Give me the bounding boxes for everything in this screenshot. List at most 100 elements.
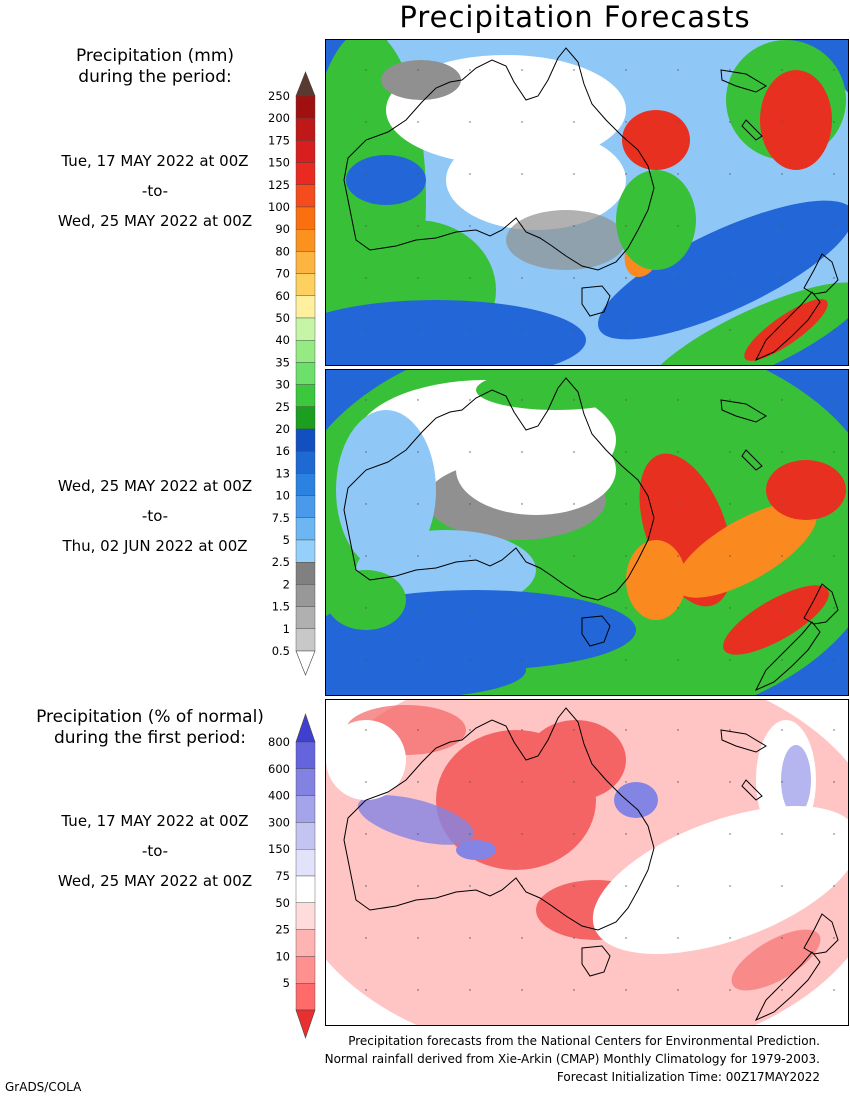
mm-colorbar-bottom-arrow — [295, 650, 316, 676]
map-week1-field-patch — [381, 60, 461, 100]
map-pct-field-patch — [526, 720, 626, 800]
map-week1-grid-dot — [677, 225, 679, 227]
mm-colorbar-tick-label: 35 — [275, 355, 290, 369]
mm-colorbar-tick-label: 175 — [268, 133, 290, 147]
map-week1-grid-dot — [417, 329, 419, 331]
map-week1-grid-dot — [469, 329, 471, 331]
map-panel-mm-week2 — [325, 369, 849, 696]
map-week2-grid-dot — [521, 399, 523, 401]
map-pct-grid-dot — [833, 781, 835, 783]
map-pct-grid-dot — [365, 729, 367, 731]
pct-colorbar-svg: 800 600 400 300 150 75 50 25 10 5 — [268, 713, 316, 1039]
pct-colorbar-tick-label: 800 — [268, 735, 290, 749]
mm-colorbar-tick-label: 80 — [275, 244, 290, 258]
mm-colorbar-tick-label: 13 — [275, 466, 290, 480]
period3-dates: Tue, 17 MAY 2022 at 00Z -to- Wed, 25 MAY… — [20, 806, 290, 896]
mm-colorbar-swatch — [295, 451, 316, 474]
period3-sep: -to- — [141, 842, 169, 860]
period1-end: Wed, 25 MAY 2022 at 00Z — [57, 212, 253, 230]
map-pct-grid-dot — [469, 989, 471, 991]
mm-colorbar-tick-label: 125 — [268, 178, 290, 192]
mm-colorbar: 250 200 175 150 125 100 90 80 70 60 50 40 35 30 25 20 16… — [255, 71, 325, 676]
map-week1-grid-dot — [729, 225, 731, 227]
map-pct-grid-dot — [833, 833, 835, 835]
map-week1-grid-dot — [781, 121, 783, 123]
map-pct-grid-dot — [625, 729, 627, 731]
map-pct-grid-dot — [625, 833, 627, 835]
map-week2-grid-dot — [365, 503, 367, 505]
period2-end: Thu, 02 JUN 2022 at 00Z — [62, 537, 248, 555]
period3-end: Wed, 25 MAY 2022 at 00Z — [57, 872, 253, 890]
map-week2-grid-dot — [781, 607, 783, 609]
map-week1-field-patch — [760, 70, 832, 170]
map-pct-grid-dot — [417, 781, 419, 783]
mm-colorbar-tick-label: 20 — [275, 422, 290, 436]
map-week1-field-patch — [744, 299, 828, 361]
mm-colorbar-svg: 2502001751501251009080706050403530252016… — [268, 71, 316, 676]
mm-colorbar-tick-label: 5 — [283, 533, 290, 547]
map-week2-field-patch — [626, 540, 686, 620]
map-pct-grid-dot — [573, 729, 575, 731]
pct-colorbar-swatch — [295, 822, 316, 850]
mm-colorbar-swatch — [295, 317, 316, 341]
mm-header-line1: Precipitation (mm) — [75, 46, 235, 66]
map-week1-grid-dot — [521, 121, 523, 123]
map-pct-grid-dot — [573, 833, 575, 835]
software-credit: GrADS/COLA — [5, 1080, 82, 1094]
map-pct-grid-dot — [469, 885, 471, 887]
map-week2-grid-dot — [365, 555, 367, 557]
map-week1-grid-dot — [365, 69, 367, 71]
mm-colorbar-swatch — [295, 473, 316, 496]
period3-start: Tue, 17 MAY 2022 at 00Z — [61, 812, 249, 830]
map-pct-grid-dot — [365, 989, 367, 991]
map-week2-grid-dot — [781, 399, 783, 401]
mm-colorbar-swatch — [295, 517, 316, 541]
pct-header-line1: Precipitation (% of normal) — [36, 707, 264, 727]
map-week1-grid-dot — [833, 173, 835, 175]
map-pct-coastline — [754, 913, 839, 1022]
map-week2-coastline — [343, 377, 655, 601]
map-week1-grid-dot — [521, 277, 523, 279]
mm-colorbar-swatch — [295, 606, 316, 629]
pct-colorbar-tick-label: 400 — [268, 789, 290, 803]
map-week1-coastline — [754, 253, 839, 362]
map-pct-grid-dot — [781, 729, 783, 731]
pct-colorbar-tick-label: 50 — [275, 896, 290, 910]
map-week1-grid-dot — [677, 329, 679, 331]
map-week2-grid-dot — [469, 659, 471, 661]
map-pct-field-patch — [456, 840, 496, 860]
mm-colorbar-tick-label: 1.5 — [272, 600, 290, 614]
map-week1-coastline — [581, 285, 611, 317]
map-pct-grid-dot — [573, 989, 575, 991]
map-pct-grid-dot — [469, 833, 471, 835]
map-week2-grid-dot — [469, 399, 471, 401]
map-week2-grid-dot — [833, 399, 835, 401]
map-week1-grid-dot — [625, 69, 627, 71]
map-week1-field-patch — [506, 210, 626, 270]
map-pct-grid-dot — [729, 989, 731, 991]
map-week1-grid-dot — [833, 225, 835, 227]
map-pct-grid-dot — [781, 937, 783, 939]
map-pct-grid-dot — [781, 781, 783, 783]
map-pct-field-patch — [357, 795, 475, 845]
map-pct-grid-dot — [365, 781, 367, 783]
map-week1-field-patch — [326, 300, 586, 365]
mm-colorbar-swatch — [295, 406, 316, 430]
mm-colorbar-tick-label: 150 — [268, 156, 290, 170]
map-week2-grid-dot — [417, 659, 419, 661]
period2-start: Wed, 25 MAY 2022 at 00Z — [57, 477, 253, 495]
map-week1-grid-dot — [729, 329, 731, 331]
pct-colorbar-swatch — [295, 956, 316, 984]
map-pct-field-patch — [781, 745, 811, 815]
map-pct-grid-dot — [729, 885, 731, 887]
map-week1-grid-dot — [521, 173, 523, 175]
map-week2-field-patch — [723, 585, 829, 655]
map-pct-grid-dot — [469, 937, 471, 939]
map-pct-coastline — [343, 707, 655, 931]
map-week1-grid-dot — [677, 277, 679, 279]
map-pct-grid-dot — [781, 989, 783, 991]
map-week1-grid-dot — [417, 225, 419, 227]
map-week2-grid-dot — [729, 607, 731, 609]
map-week1-grid-dot — [573, 277, 575, 279]
map-week1-grid-dot — [781, 329, 783, 331]
